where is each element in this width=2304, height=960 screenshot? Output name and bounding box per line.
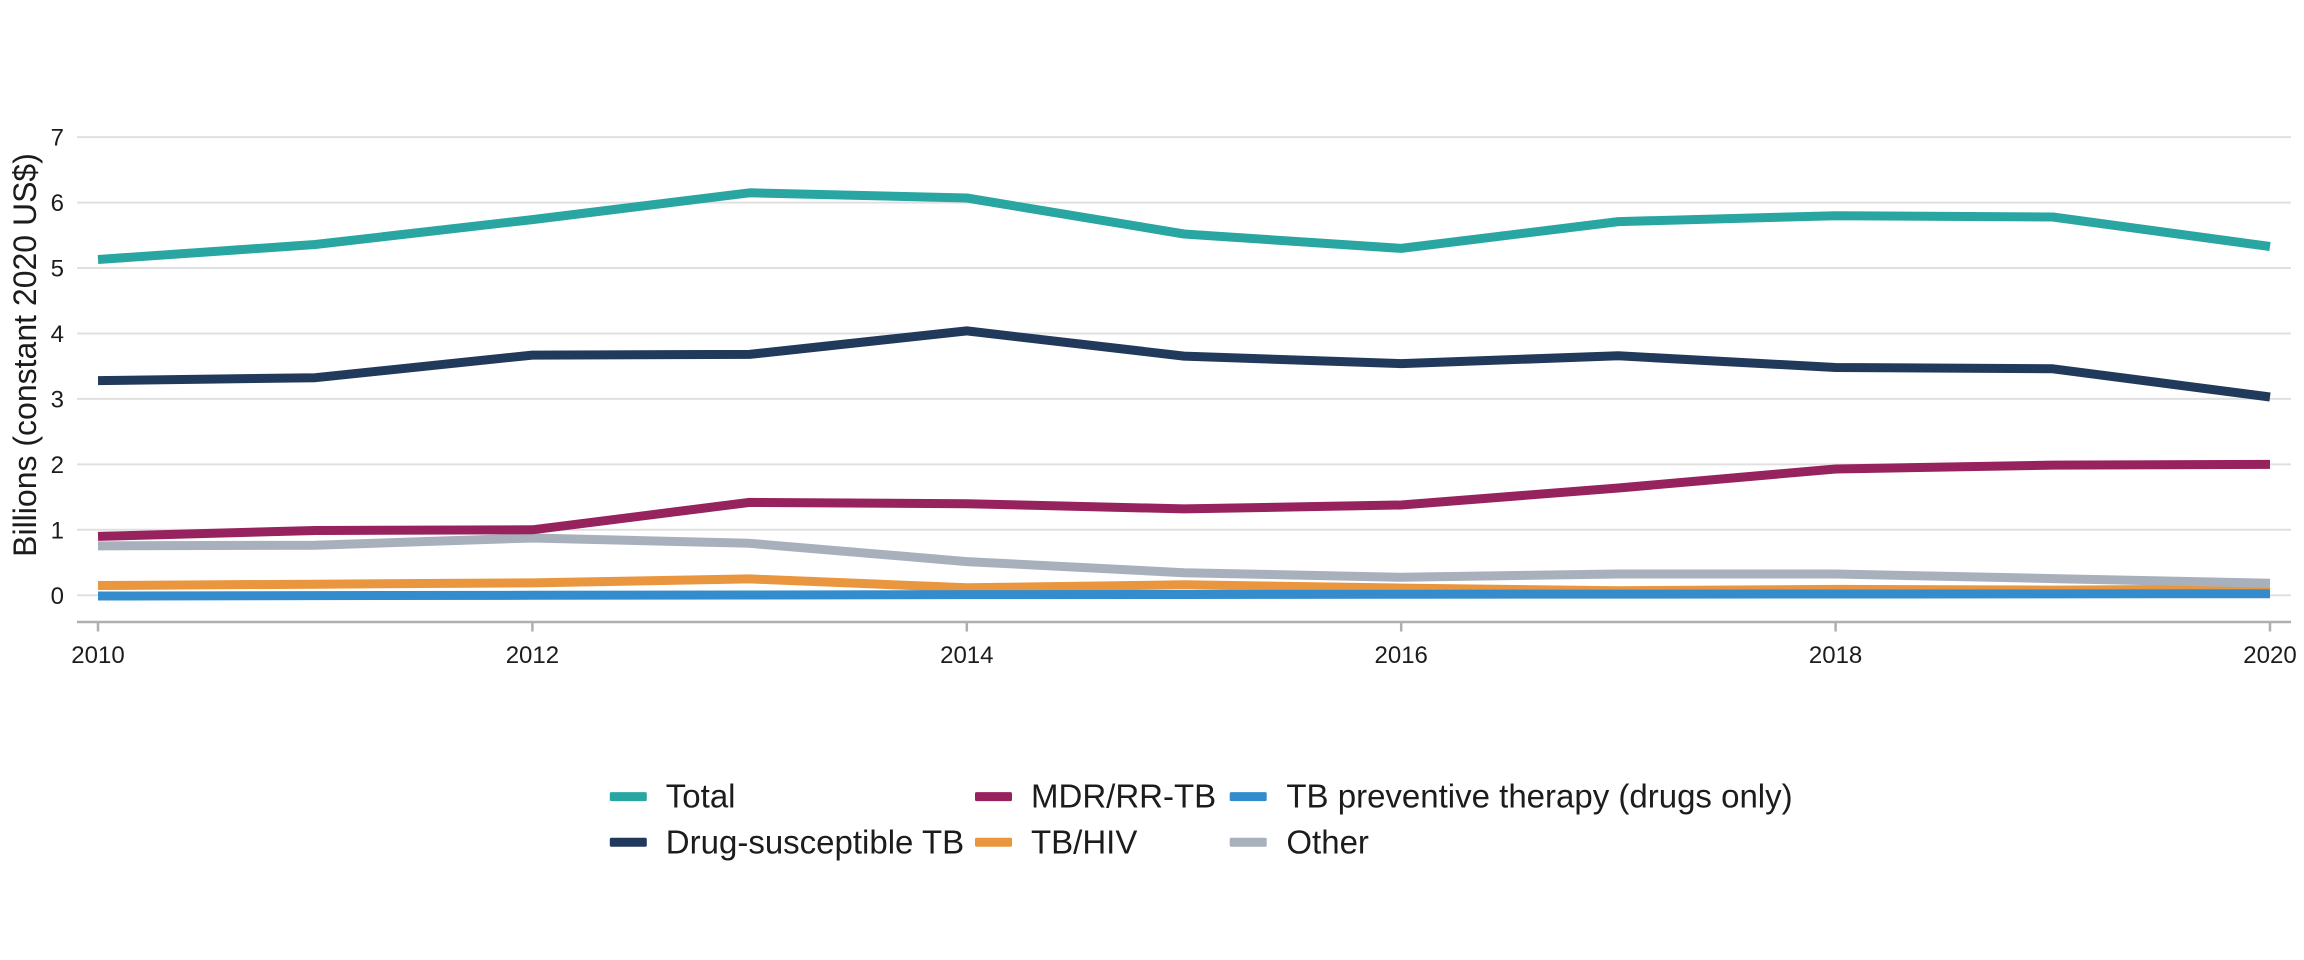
svg-text:TB/HIV: TB/HIV	[1031, 823, 1137, 860]
svg-text:2012: 2012	[506, 642, 559, 669]
svg-text:0: 0	[51, 583, 64, 610]
svg-text:2010: 2010	[71, 642, 124, 669]
svg-text:MDR/RR-TB: MDR/RR-TB	[1031, 778, 1216, 815]
svg-text:2014: 2014	[940, 642, 993, 669]
svg-text:5: 5	[51, 256, 64, 283]
svg-text:3: 3	[51, 387, 64, 414]
svg-text:Billions (constant 2020 US$): Billions (constant 2020 US$)	[7, 153, 43, 557]
svg-text:7: 7	[51, 125, 64, 152]
svg-text:6: 6	[51, 190, 64, 217]
svg-text:Total: Total	[666, 778, 736, 815]
svg-text:2018: 2018	[1809, 642, 1862, 669]
svg-text:1: 1	[51, 517, 64, 544]
svg-text:Drug-susceptible TB: Drug-susceptible TB	[666, 823, 964, 860]
svg-text:4: 4	[51, 321, 64, 348]
svg-text:Other: Other	[1286, 823, 1369, 860]
svg-text:TB preventive therapy (drugs o: TB preventive therapy (drugs only)	[1286, 778, 1792, 815]
svg-text:2: 2	[51, 452, 64, 479]
svg-text:2016: 2016	[1375, 642, 1428, 669]
svg-text:2020: 2020	[2243, 642, 2296, 669]
